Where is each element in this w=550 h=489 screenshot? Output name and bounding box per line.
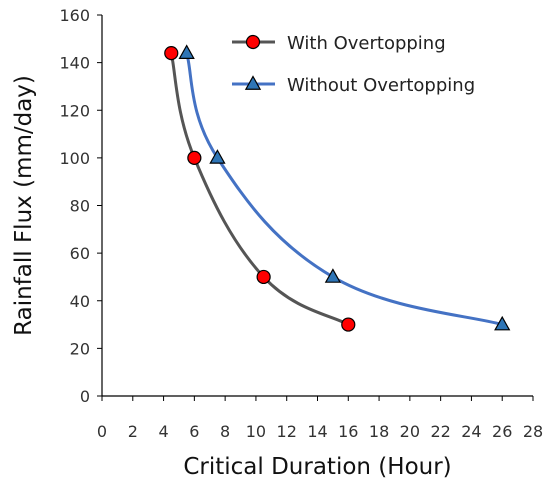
series-line-without-overtopping bbox=[185, 51, 504, 327]
y-tick-label: 80 bbox=[70, 197, 90, 216]
x-tick-label: 10 bbox=[246, 422, 266, 441]
y-tick-label: 60 bbox=[70, 244, 90, 263]
tick-labels: 0 2 4 6 8 10 12 14 16 18 20 22 24 26 28020406080100120… bbox=[59, 6, 543, 441]
x-tick-label: 28 bbox=[523, 422, 543, 441]
data-point-without-overtopping bbox=[209, 149, 226, 164]
x-tick-label: 0 bbox=[97, 422, 107, 441]
y-axis-title: Rainfall Flux (mm/day) bbox=[11, 75, 37, 336]
data-point-without-overtopping bbox=[324, 268, 342, 283]
y-tick-label: 100 bbox=[59, 149, 90, 168]
y-tick-label: 20 bbox=[70, 339, 90, 358]
series-line-with-overtopping bbox=[169, 51, 350, 327]
x-tick-label: 18 bbox=[369, 422, 389, 441]
legend-label-with-overtopping: With Overtopping bbox=[287, 33, 446, 54]
x-tick-label: 8 bbox=[220, 422, 230, 441]
y-tick-label: 140 bbox=[59, 54, 90, 73]
data-point-with-overtopping bbox=[341, 317, 356, 332]
x-tick-label: 22 bbox=[430, 422, 450, 441]
legend-marker-with-overtopping bbox=[245, 34, 261, 50]
data-point-without-overtopping bbox=[178, 44, 195, 59]
data-point-without-overtopping bbox=[494, 315, 511, 331]
x-tick-label: 12 bbox=[277, 422, 297, 441]
y-tick-label: 0 bbox=[80, 387, 90, 406]
x-tick-label: 14 bbox=[307, 422, 327, 441]
x-tick-label: 20 bbox=[400, 422, 420, 441]
x-tick-label: 6 bbox=[189, 422, 199, 441]
x-tick-label: 16 bbox=[338, 422, 358, 441]
x-tick-label: 24 bbox=[461, 422, 481, 441]
data-point-with-overtopping bbox=[187, 150, 202, 165]
legend-label-without-overtopping: Without Overtopping bbox=[287, 75, 475, 96]
plot-background bbox=[102, 15, 533, 396]
x-tick-label: 4 bbox=[158, 422, 168, 441]
legend-marker-without-overtopping bbox=[244, 75, 262, 90]
legend-item-without-overtopping: Without Overtopping bbox=[232, 75, 475, 96]
y-tick-label: 40 bbox=[70, 292, 90, 311]
legend: With Overtopping Without Overtopping bbox=[232, 33, 475, 96]
data-point-with-overtopping bbox=[164, 45, 179, 61]
series-layer bbox=[164, 44, 511, 332]
legend-item-with-overtopping: With Overtopping bbox=[232, 33, 446, 54]
x-axis-title: Critical Duration (Hour) bbox=[183, 454, 451, 480]
y-tick-label: 160 bbox=[59, 6, 90, 25]
axes bbox=[97, 14, 534, 401]
y-tick-label: 120 bbox=[59, 101, 90, 120]
data-point-with-overtopping bbox=[256, 269, 271, 285]
x-tick-label: 2 bbox=[128, 422, 138, 441]
x-tick-label: 26 bbox=[492, 422, 512, 441]
plot-area bbox=[102, 15, 533, 396]
